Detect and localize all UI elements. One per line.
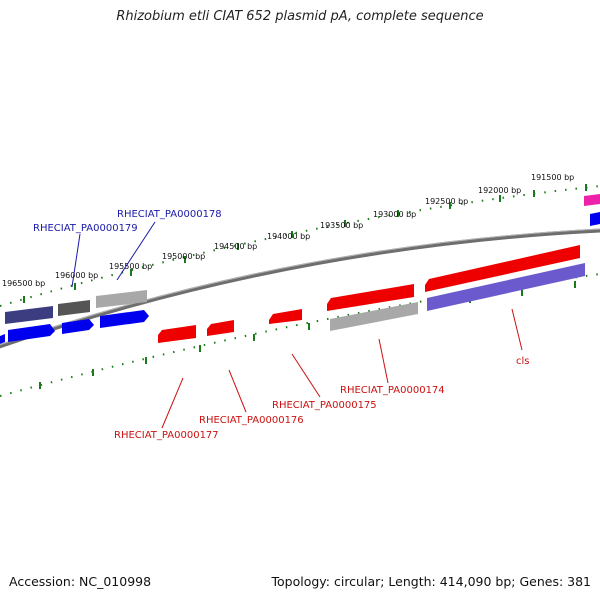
outer-ruler-major-ticks	[23, 184, 587, 303]
ruler-label: 191500 bp	[531, 173, 574, 182]
ruler-label: 195500 bp	[109, 262, 152, 271]
gene-arrow	[269, 309, 302, 324]
ruler-label: 192500 bp	[425, 197, 468, 206]
callout-lines	[71, 221, 523, 429]
gene-arrow	[5, 306, 53, 324]
callout-line	[228, 369, 247, 413]
gene-label-pa176: RHECIAT_PA0000176	[199, 415, 304, 426]
ruler-label: 196500 bp	[2, 279, 45, 288]
gene-arrow	[62, 319, 94, 334]
gene-label-pa175: RHECIAT_PA0000175	[272, 400, 377, 411]
gene-arrow	[590, 212, 600, 226]
callout-line	[378, 338, 389, 384]
topology-summary: Topology: circular; Length: 414,090 bp; …	[271, 574, 592, 589]
gene-labels[interactable]: RHECIAT_PA0000178 RHECIAT_PA0000179 RHEC…	[33, 209, 530, 441]
callout-line	[71, 233, 81, 288]
reverse-genes[interactable]	[158, 245, 585, 343]
gene-arrow	[96, 290, 147, 308]
gene-label-cls: cls	[516, 356, 530, 367]
ruler-label: 196000 bp	[55, 271, 98, 280]
plasmid-backbone-highlight	[0, 228, 600, 346]
gene-arrow	[427, 263, 585, 311]
map-title: Rhizobium etli CIAT 652 plasmid pA, comp…	[116, 9, 484, 24]
ruler-labels: 191500 bp 192000 bp 192500 bp 193000 bp …	[2, 173, 574, 288]
forward-lower-genes[interactable]	[0, 212, 600, 344]
ruler-label: 194500 bp	[214, 242, 257, 251]
forward-upper-genes[interactable]	[5, 194, 600, 324]
gene-label-pa179: RHECIAT_PA0000179	[33, 223, 138, 234]
gene-arrow	[330, 302, 418, 331]
callout-line	[116, 221, 156, 281]
gene-arrow	[58, 300, 90, 316]
accession-text: Accession: NC_010998	[9, 574, 152, 589]
gene-label-pa174: RHECIAT_PA0000174	[340, 385, 445, 396]
callout-line	[511, 308, 523, 351]
callout-line	[161, 377, 184, 429]
ruler-label: 194000 bp	[267, 232, 310, 241]
ruler-label: 193500 bp	[320, 221, 363, 230]
gene-arrow	[207, 320, 234, 336]
gene-arrow	[584, 194, 600, 206]
ruler-label: 195000 bp	[162, 252, 205, 261]
gene-arrow	[158, 325, 196, 343]
gene-label-pa178: RHECIAT_PA0000178	[117, 209, 222, 220]
gene-arrow	[8, 324, 55, 342]
ruler-label: 193000 bp	[373, 210, 416, 219]
gene-arrow	[425, 245, 580, 292]
gene-label-pa177: RHECIAT_PA0000177	[114, 430, 219, 441]
gene-arrow	[327, 284, 414, 311]
gene-arrow	[100, 310, 149, 328]
ruler-label: 192000 bp	[478, 186, 521, 195]
callout-line	[291, 353, 321, 398]
gene-arrow	[0, 334, 5, 344]
